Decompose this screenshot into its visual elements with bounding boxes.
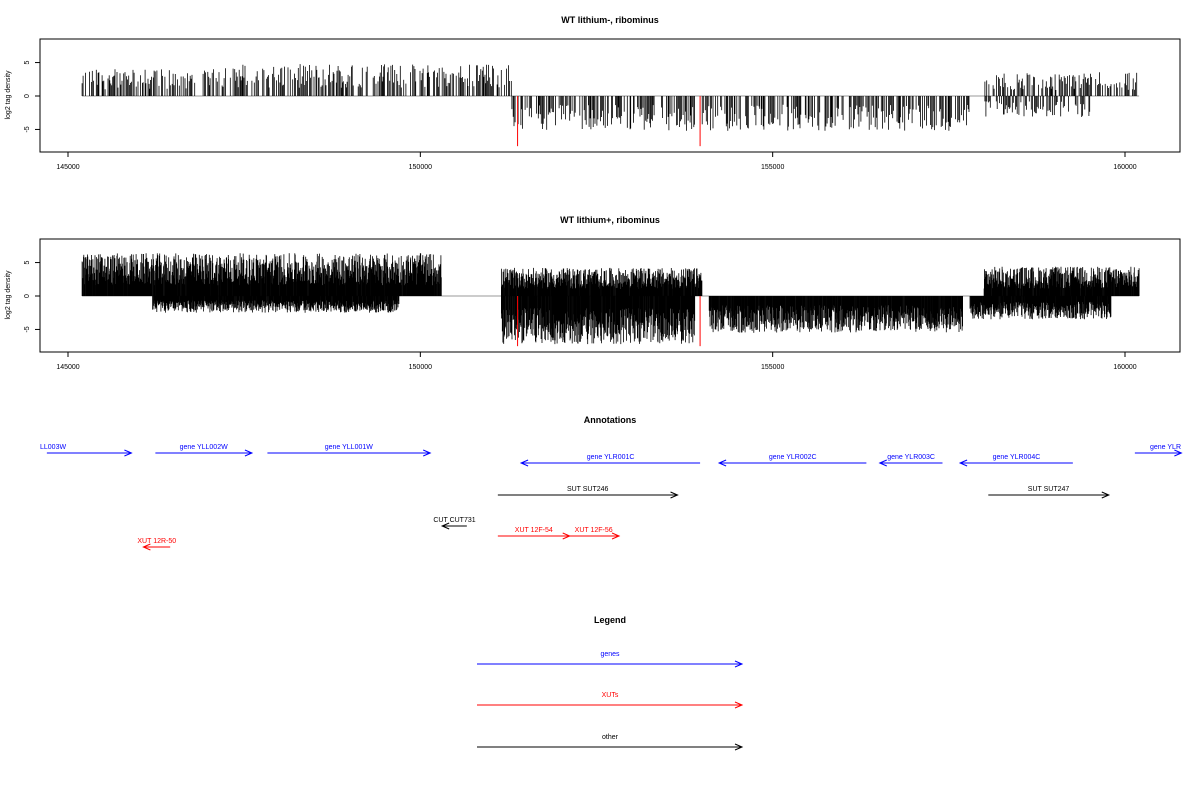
x-tick-label: 150000 [409, 164, 432, 171]
y-tick-label: -5 [24, 126, 31, 132]
annotation-arrow-head [611, 532, 621, 540]
annotation-label: gene YLR004C [993, 454, 1041, 461]
annotation-arrow-head [878, 459, 887, 467]
annotation-gene-ylr003c: gene YLR003C [878, 454, 943, 467]
y-tick-label: 5 [24, 261, 31, 265]
annotation-xut-12r-50: XUT 12R-50 [137, 538, 176, 551]
x-tick-label: 160000 [1113, 364, 1136, 371]
annotation-xut-12f-56: XUT 12F-56 [568, 527, 621, 540]
annotation-gene-ylr001c: gene YLR001C [519, 454, 701, 467]
annotation-arrow-head [244, 449, 254, 457]
track-title: WT lithium-, ribominus [561, 15, 659, 25]
annotation-label: gene YLR001C [587, 454, 635, 461]
annotation-sut-sut246: SUT SUT246 [497, 486, 679, 499]
x-tick-label: 150000 [409, 364, 432, 371]
annotation-xut-12f-54: XUT 12F-54 [497, 527, 571, 540]
annotation-label: SUT SUT246 [567, 486, 609, 493]
annotation-label: SUT SUT247 [1028, 486, 1070, 493]
axes: 145000 150000 155000 160000 5 0 -5 [24, 61, 1137, 171]
y-tick-label: 0 [24, 294, 31, 298]
legend-title: Legend [594, 615, 626, 625]
legend-label: other [602, 734, 619, 741]
annotation-arrow-head [1174, 449, 1183, 457]
annotation-gene-yll002w: gene YLL002W [155, 444, 254, 457]
y-axis-label: log2 tag density [5, 70, 12, 120]
y-tick-label: 0 [24, 94, 31, 98]
legend-entries: genes XUTs other [477, 651, 744, 751]
annotation-arrow-head [519, 459, 529, 467]
legend-genes: genes [477, 651, 744, 668]
annotation-label: XUT 12F-54 [515, 527, 553, 534]
track-title: WT lithium+, ribominus [560, 215, 660, 225]
annotation-gene-yll003w: LL003W [40, 444, 133, 457]
annotation-gene-ylr004c: gene YLR004C [958, 454, 1073, 467]
legend-panel: Legend genes XUTs other [477, 615, 744, 751]
annotation-arrows: LL003W gene YLL002W gene YLL001W gene YLR00… [40, 444, 1183, 551]
annotation-gene-ylr002c: gene YLR002C [717, 454, 867, 467]
x-tick-label: 155000 [761, 364, 784, 371]
annotation-label: gene YLL001W [325, 444, 374, 451]
annotation-label: gene YLL002W [180, 444, 229, 451]
legend-arrow-head [734, 660, 744, 668]
annotation-arrow-head [958, 459, 968, 467]
annotation-arrow-head [1101, 491, 1111, 499]
annotation-label: XUT 12R-50 [137, 538, 176, 545]
legend-arrow-head [734, 701, 744, 709]
x-tick-label: 155000 [761, 164, 784, 171]
signal-bars [81, 253, 1140, 347]
x-tick-label: 145000 [56, 364, 79, 371]
annotation-arrow-head [440, 522, 450, 530]
legend-other: other [477, 734, 744, 751]
axes: 145000 150000 155000 160000 5 0 -5 [24, 261, 1137, 371]
annotations-title: Annotations [584, 415, 637, 425]
annotation-arrow-head [142, 543, 151, 551]
annotation-label: gene YLR [1150, 444, 1181, 451]
y-axis-label: log2 tag density [5, 270, 12, 320]
legend-label: XUTs [602, 692, 619, 699]
annotation-arrow-head [670, 491, 679, 499]
legend-label: genes [600, 651, 620, 658]
annotation-label: LL003W [40, 444, 66, 451]
annotation-arrow-head [423, 449, 432, 457]
x-tick-label: 145000 [56, 164, 79, 171]
annotation-gene-yll001w: gene YLL001W [267, 444, 432, 457]
y-tick-label: 5 [24, 61, 31, 65]
annotation-label: gene YLR003C [887, 454, 935, 461]
signal-bars [81, 64, 1140, 147]
annotation-label: gene YLR002C [769, 454, 817, 461]
annotations-panel: Annotations LL003W gene YLL002W gene YLL00… [40, 415, 1183, 551]
annotation-gene-ylr005w: gene YLR [1134, 444, 1183, 457]
track-panel-lithium-plus: WT lithium+, ribominus log2 tag density … [5, 215, 1181, 371]
annotation-arrow-head [124, 449, 133, 457]
legend-arrow-head [734, 743, 744, 751]
annotation-arrow-head [717, 459, 727, 467]
annotation-cut-cut731: CUT CUT731 [433, 517, 476, 530]
annotation-sut-sut247: SUT SUT247 [988, 486, 1111, 499]
track-panel-lithium-minus: WT lithium-, ribominus log2 tag density … [5, 15, 1181, 171]
legend-xuts: XUTs [477, 692, 744, 709]
x-tick-label: 160000 [1113, 164, 1136, 171]
y-tick-label: -5 [24, 326, 31, 332]
annotation-label: CUT CUT731 [433, 517, 475, 524]
annotation-label: XUT 12F-56 [575, 527, 613, 534]
